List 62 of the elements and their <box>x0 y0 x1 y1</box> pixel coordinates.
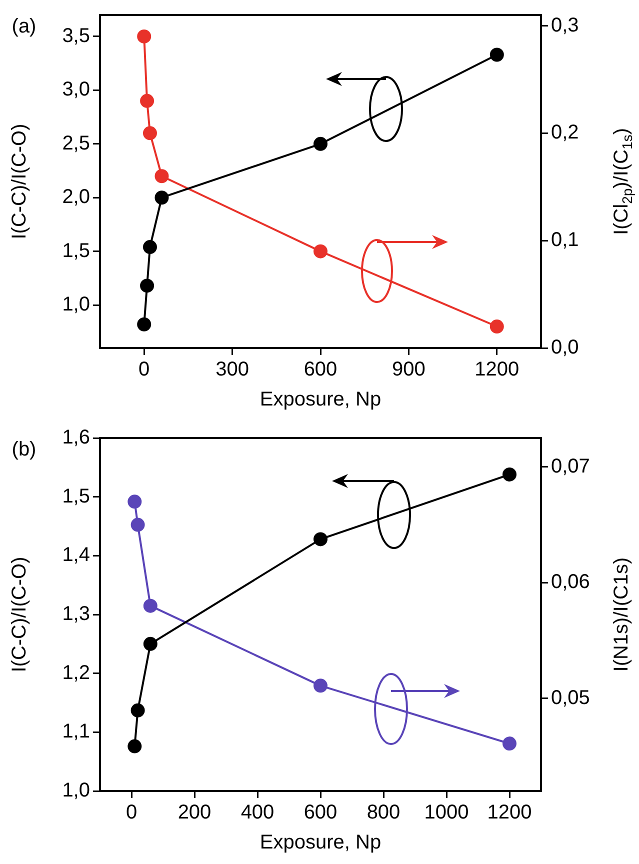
point <box>128 494 142 509</box>
y-tick-label: 1,5 <box>62 485 90 508</box>
x-tick-label: 300 <box>216 358 249 381</box>
x-tick-label: 1200 <box>487 802 532 824</box>
y-tick-label: 1,0 <box>62 294 90 316</box>
x-tick-label: 0 <box>126 802 138 824</box>
x-axis-title: Exposure, Np <box>260 388 382 411</box>
y2-tick-label: 0,2 <box>551 122 579 144</box>
point <box>490 320 504 334</box>
point <box>490 48 504 62</box>
text: (a) <box>12 16 36 38</box>
y-tick-label: 1,4 <box>62 544 90 566</box>
x-tick-label: 800 <box>366 802 400 824</box>
x-tick-label: 1000 <box>424 802 469 824</box>
point <box>314 244 328 258</box>
y2-tick-label: 0,07 <box>551 455 590 478</box>
point <box>140 94 154 108</box>
y-tick-label: 3,5 <box>62 25 90 47</box>
point <box>130 518 145 532</box>
x-tick-label: 0 <box>138 358 150 381</box>
y-tick-label: 2,5 <box>62 132 90 154</box>
y2-tick-label: 0,0 <box>551 336 579 359</box>
y-tick-label: 1,6 <box>62 426 90 449</box>
x-tick-label: 1200 <box>474 358 520 381</box>
y2-axis-title: I(N1s)/I(C1s) <box>610 557 633 672</box>
y-tick-label: 3,0 <box>62 78 90 101</box>
point <box>140 278 154 293</box>
point <box>502 736 516 751</box>
y2-tick-label: 0,1 <box>551 229 579 252</box>
point <box>128 739 142 754</box>
point <box>314 678 328 693</box>
y2-tick-label: 0,05 <box>551 686 590 709</box>
point <box>137 29 152 44</box>
x-axis-title: Exposure, Np <box>260 832 382 854</box>
y-tick-label: 1,0 <box>62 780 90 802</box>
y2-tick-label: 0,3 <box>551 14 579 36</box>
point <box>142 126 157 140</box>
x-tick-label: 200 <box>178 802 212 824</box>
y-tick-label: 1,3 <box>62 603 90 626</box>
x-tick-label: 600 <box>304 358 338 381</box>
y2-axis-title: I(Cl2p)/I(C1s) <box>610 128 635 235</box>
point <box>154 169 169 184</box>
point <box>314 136 328 151</box>
point <box>314 532 328 546</box>
y-axis-title: I(C-C)/I(C-O) <box>8 124 31 240</box>
y-tick-label: 1,1 <box>62 720 90 743</box>
point <box>143 598 158 613</box>
y2-tick-label: 0,06 <box>551 571 590 594</box>
point <box>143 636 158 651</box>
x-tick-label: 600 <box>304 802 338 824</box>
point <box>154 190 169 205</box>
text: (b) <box>12 438 36 461</box>
y-tick-label: 1,5 <box>62 240 90 262</box>
point <box>502 467 516 482</box>
y-axis-title: I(C-C)/I(C-O) <box>8 556 31 672</box>
y-tick-label: 2,0 <box>62 186 90 208</box>
point <box>130 703 145 718</box>
x-tick-label: 400 <box>240 802 274 824</box>
x-tick-label: 900 <box>392 358 426 381</box>
y-tick-label: 1,2 <box>62 662 90 684</box>
point <box>142 240 157 254</box>
point <box>137 317 152 332</box>
